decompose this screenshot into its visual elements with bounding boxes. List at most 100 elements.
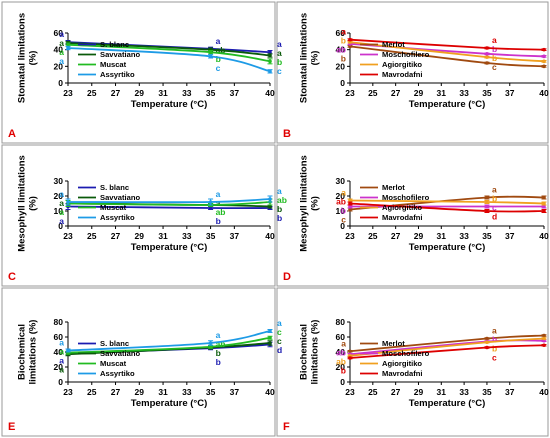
series-assyrtiko: a a a <box>59 318 282 353</box>
x-tick-label: 40 <box>539 387 549 397</box>
data-point <box>542 59 546 64</box>
legend-entry: Savvatiano <box>100 349 140 358</box>
significance-letter: a <box>59 56 64 66</box>
y-tick-label: 40 <box>54 45 64 55</box>
series-line <box>67 47 271 73</box>
significance-letter: a <box>492 185 497 195</box>
data-point <box>268 69 272 74</box>
significance-letter: a <box>59 29 64 39</box>
significance-letter: ab <box>216 45 226 55</box>
data-point <box>485 340 489 345</box>
panel-border <box>276 1 549 144</box>
y-axis-title: Stomatal limitations(%) <box>299 13 321 103</box>
significance-letter: b <box>341 36 346 46</box>
y-tick-label: 10 <box>336 206 346 216</box>
y-tick-label: 20 <box>336 191 346 201</box>
series-moschofilero: bcb <box>341 203 547 216</box>
x-tick-label: 33 <box>182 387 192 397</box>
data-point <box>542 209 546 213</box>
legend-entry: Assyrtiko <box>100 369 135 378</box>
data-point <box>485 55 489 59</box>
y-tick-label: 0 <box>58 221 63 231</box>
x-tick-label: 27 <box>111 88 121 98</box>
series-line <box>67 336 271 354</box>
x-tick-label: 40 <box>265 88 275 98</box>
significance-letter: ab <box>336 45 346 55</box>
significance-letter: b <box>277 213 282 223</box>
significance-letter: a <box>277 48 282 58</box>
x-tick-label: 27 <box>391 88 401 98</box>
significance-letter: a <box>216 330 221 340</box>
significance-letter: a <box>492 35 497 45</box>
significance-letter: b <box>277 204 282 214</box>
significance-letter: a <box>216 198 221 208</box>
x-axis-title: Temperature (°C) <box>131 242 207 253</box>
y-axis-title-line: Stomatal limitations <box>299 13 310 103</box>
panel-letter: B <box>283 128 291 140</box>
data-point <box>268 204 272 209</box>
y-axis-title: Biochemicallimitations (%) <box>299 320 321 385</box>
y-tick-label: 40 <box>336 45 346 55</box>
x-tick-label: 37 <box>505 231 515 241</box>
x-tick-label: 37 <box>505 387 515 397</box>
y-tick-label: 20 <box>336 362 346 372</box>
x-tick-label: 25 <box>87 387 97 397</box>
significance-letter: b <box>216 54 221 64</box>
x-tick-label: 25 <box>368 88 378 98</box>
legend-entry: Moschofilero <box>382 50 430 59</box>
y-tick-label: 10 <box>54 206 64 216</box>
series-merlot: aaa <box>341 326 547 354</box>
data-point <box>542 195 546 200</box>
data-point <box>485 204 489 209</box>
y-tick-label: 20 <box>54 362 64 372</box>
significance-letter: a <box>59 216 64 226</box>
y-axis-title-line: (%) <box>28 196 39 211</box>
x-tick-label: 33 <box>182 88 192 98</box>
legend-entry: Merlot <box>382 183 405 192</box>
data-point <box>268 50 272 54</box>
significance-letter: b <box>341 365 346 375</box>
legend-entry: Assyrtiko <box>100 70 135 79</box>
legend-entry: Agiorgitiko <box>382 203 422 212</box>
y-tick-label: 60 <box>54 28 64 38</box>
series-line <box>349 334 545 353</box>
data-point <box>348 204 352 209</box>
series-line <box>349 339 545 356</box>
x-tick-label: 31 <box>158 88 168 98</box>
y-tick-label: 80 <box>336 317 346 327</box>
significance-letter: c <box>492 203 497 213</box>
panel-border <box>1 287 276 437</box>
y-axis-title: Stomatal limitations(%) <box>17 13 39 103</box>
y-tick-label: 0 <box>340 377 345 387</box>
x-tick-label: 27 <box>391 231 401 241</box>
significance-letter: a <box>492 326 497 336</box>
series-line <box>349 344 545 359</box>
significance-letter: c <box>492 62 497 72</box>
legend-entry: Mavrodafni <box>382 369 423 378</box>
y-tick-label: 20 <box>336 61 346 71</box>
significance-letter: b <box>341 54 346 64</box>
x-tick-label: 40 <box>539 88 549 98</box>
data-point <box>485 195 489 200</box>
x-tick-label: 35 <box>482 88 492 98</box>
data-point <box>208 344 213 349</box>
data-point <box>485 209 489 213</box>
data-point <box>208 50 213 54</box>
data-point <box>268 335 272 340</box>
series-line <box>349 202 545 213</box>
data-point <box>348 349 352 354</box>
legend-entry: S. blanc <box>100 183 129 192</box>
y-axis-title-line: limitations (%) <box>310 320 321 385</box>
series-merlot: bcc <box>341 44 547 72</box>
panel-letter: C <box>8 271 16 283</box>
data-point <box>268 341 272 345</box>
significance-letter: a <box>277 318 282 328</box>
x-tick-label: 27 <box>391 387 401 397</box>
legend-entry: Agiorgitiko <box>382 359 422 368</box>
x-tick-label: 33 <box>459 387 469 397</box>
panel-border <box>276 287 549 437</box>
data-point <box>348 44 352 49</box>
